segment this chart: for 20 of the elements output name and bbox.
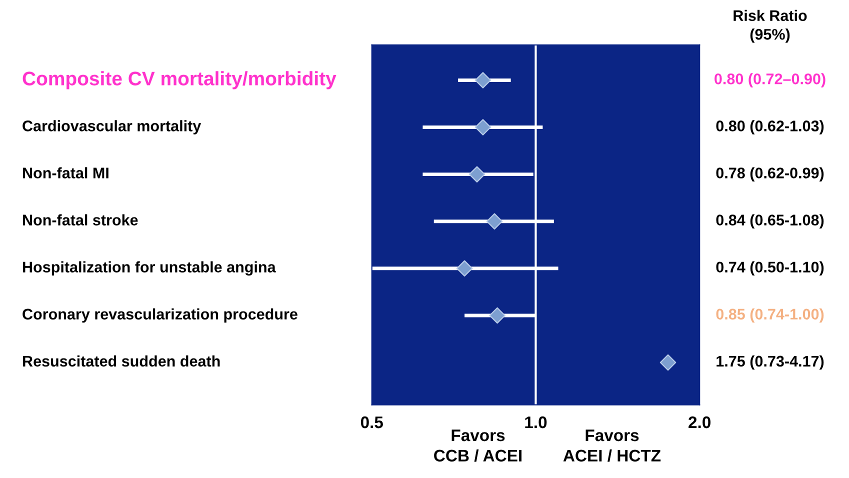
data-label: 0.85 (0.74-1.00) (716, 308, 824, 323)
y-tick-label: Resuscitated sudden death (23, 355, 220, 367)
data-label: 0.84 (0.65-1.08) (716, 214, 824, 228)
data-label: 0.78 (0.62-0.99) (716, 167, 824, 182)
y-tick-label: Non-fatal stroke (23, 214, 138, 226)
text: Favors ACEI / HCTZ (563, 430, 661, 462)
x-tick-label: 0.5 (360, 416, 383, 428)
y-tick-label: Hospitalization for unstable angina (23, 261, 276, 276)
data-label: 0.80 (0.62-1.03) (716, 120, 824, 134)
x-tick-label: 2.0 (688, 416, 710, 428)
y-tick-label: Coronary revascularization procedure (22, 308, 298, 323)
y-tick-label: Composite CV mortality/morbidity (22, 71, 336, 90)
y-tick-label: Non-fatal MI (23, 167, 108, 178)
data-label: 1.75 (0.73-4.17) (716, 355, 824, 370)
x-tick-label: 1.0 (525, 416, 547, 428)
data-label: 0.74 (0.50-1.10) (716, 261, 824, 276)
text: Risk Ratio (95%) (734, 10, 807, 43)
data-label: 0.80 (0.72–0.90) (714, 73, 826, 88)
text: Favors CCB / ACEI (434, 430, 522, 462)
y-tick-label: Cardiovascular mortality (22, 120, 202, 134)
